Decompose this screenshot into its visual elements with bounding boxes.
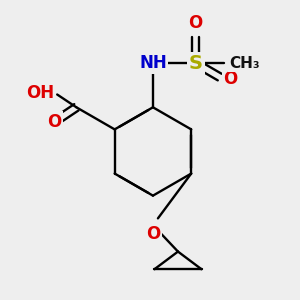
Text: O: O — [146, 225, 160, 243]
Text: O: O — [224, 70, 238, 88]
Text: OH: OH — [26, 84, 54, 102]
Text: CH₃: CH₃ — [230, 56, 260, 70]
Text: NH: NH — [139, 54, 167, 72]
Text: O: O — [47, 113, 62, 131]
Text: S: S — [189, 54, 202, 73]
Text: O: O — [188, 14, 203, 32]
